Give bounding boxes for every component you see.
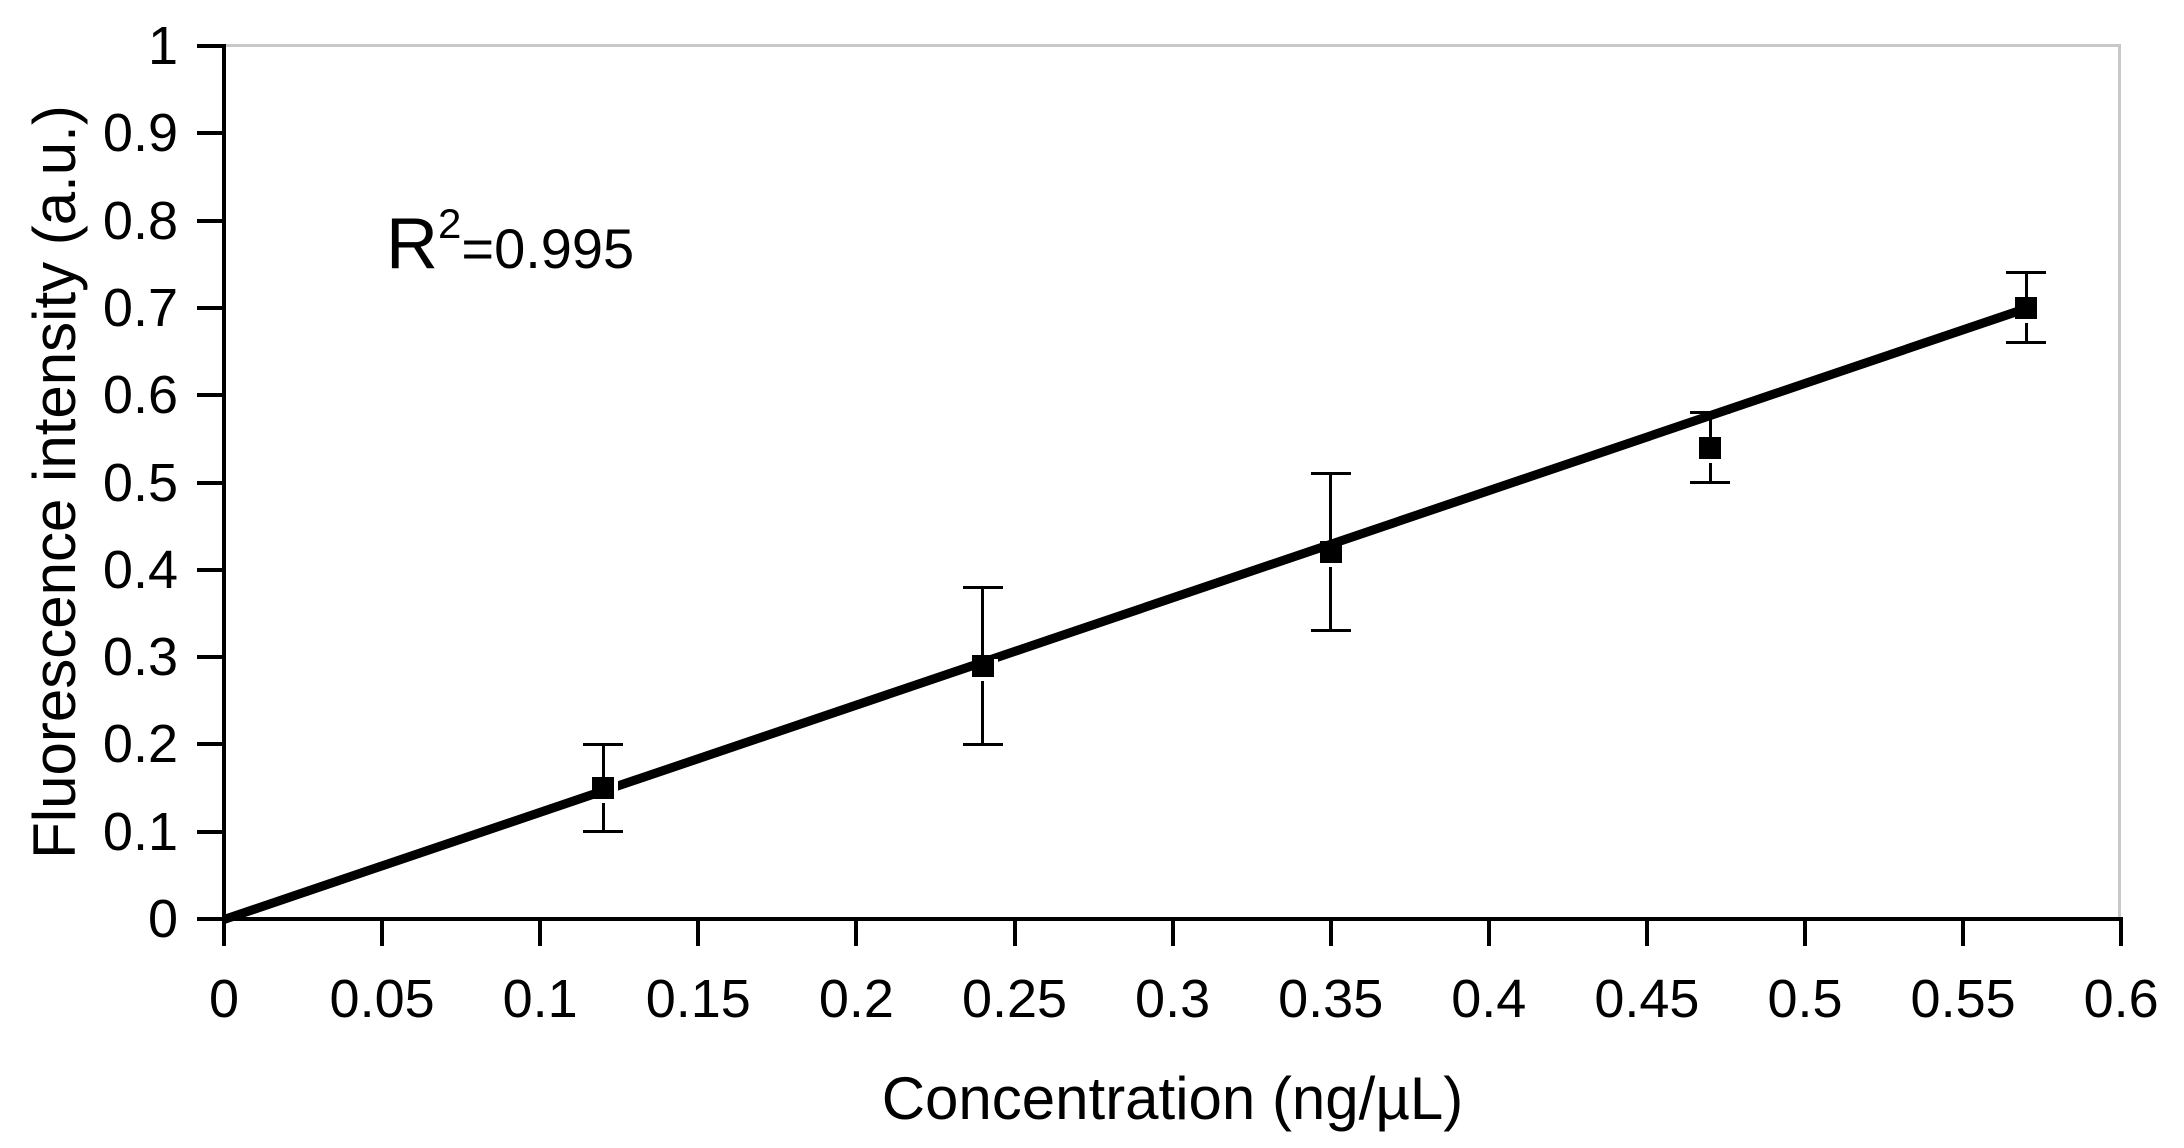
x-axis-title: Concentration (ng/µL) xyxy=(881,1065,1464,1132)
x-axis-tick-label: 0.15 xyxy=(645,969,751,1029)
y-axis-tick-label: 0.2 xyxy=(102,714,178,775)
data-point-marker xyxy=(592,777,615,800)
x-axis-tick xyxy=(2119,919,2124,946)
x-axis-tick-label: 0.6 xyxy=(2083,969,2159,1029)
y-axis-tick-label: 1 xyxy=(147,16,178,76)
r-squared-superscript: 2 xyxy=(438,200,462,247)
y-axis-tick-label: 0.6 xyxy=(102,365,178,426)
y-axis-tick xyxy=(197,567,224,572)
y-axis-tick-label: 0.1 xyxy=(102,801,178,862)
data-point-marker xyxy=(1319,541,1342,564)
x-axis-tick xyxy=(1644,919,1649,946)
x-axis-tick-label: 0.25 xyxy=(961,969,1068,1029)
data-point-marker xyxy=(1699,436,1722,459)
linear-fit-line xyxy=(222,303,2028,924)
x-axis-tick xyxy=(1328,919,1333,946)
y-axis-tick-label: 0.7 xyxy=(102,277,178,338)
y-axis-tick xyxy=(197,131,224,136)
data-point-marker xyxy=(2015,296,2038,319)
r-squared-value: =0.995 xyxy=(461,217,635,280)
y-axis-tick xyxy=(197,917,224,921)
error-bar-cap-top xyxy=(1310,472,1351,476)
x-axis-tick xyxy=(222,919,226,946)
y-axis-line xyxy=(222,44,226,920)
error-bar-cap-bottom xyxy=(1690,481,1731,484)
error-bar-cap-bottom xyxy=(962,742,1003,746)
y-axis-tick-label: 0.8 xyxy=(102,190,178,251)
x-axis-tick-label: 0.05 xyxy=(329,969,435,1029)
error-bar-cap-bottom xyxy=(2006,341,2047,345)
x-axis-tick-label: 0.4 xyxy=(1451,969,1527,1029)
x-axis-tick-label: 0.45 xyxy=(1594,969,1700,1029)
x-axis-tick-label: 0.1 xyxy=(502,969,578,1029)
x-axis-tick xyxy=(1170,919,1175,946)
x-axis-tick xyxy=(1961,919,1966,946)
y-axis-tick xyxy=(197,393,224,398)
r-squared-base: R xyxy=(386,204,438,284)
x-axis-tick xyxy=(854,919,859,946)
data-point-marker xyxy=(971,654,994,677)
error-bar-cap-top xyxy=(962,585,1003,589)
x-axis-tick-label: 0.3 xyxy=(1135,969,1211,1029)
y-axis-tick-label: 0.3 xyxy=(102,627,178,688)
y-axis-tick-label: 0.4 xyxy=(102,539,178,600)
y-axis-tick xyxy=(197,305,224,310)
plot-border-top xyxy=(224,44,2121,47)
y-axis-tick xyxy=(197,44,224,48)
y-axis-tick-label: 0.9 xyxy=(102,103,178,164)
plot-border-right xyxy=(2118,46,2121,919)
x-axis-tick-label: 0.35 xyxy=(1278,969,1384,1029)
error-bar-cap-top xyxy=(583,742,624,746)
x-axis-tick xyxy=(696,919,701,946)
y-axis-tick xyxy=(197,742,224,747)
x-axis-tick-label: 0.2 xyxy=(818,969,894,1029)
y-axis-tick xyxy=(197,218,224,223)
x-axis-tick xyxy=(1012,919,1017,946)
y-axis-tick xyxy=(197,480,224,485)
y-axis-title: Fluorescence intensity (a.u.) xyxy=(21,105,88,859)
x-axis-tick xyxy=(1486,919,1491,946)
error-bar-cap-bottom xyxy=(1310,629,1351,633)
y-axis-tick-label: 0 xyxy=(147,889,178,949)
error-bar-cap-top xyxy=(2006,271,2047,275)
error-bar-cap-bottom xyxy=(583,830,624,834)
x-axis-tick-label: 0 xyxy=(208,969,240,1029)
x-axis-tick xyxy=(1803,919,1807,946)
x-axis-tick xyxy=(538,919,543,946)
y-axis-tick xyxy=(197,655,224,660)
y-axis-tick xyxy=(197,829,224,834)
r-squared-annotation: R2=0.995 xyxy=(386,200,635,281)
y-axis-tick-label: 0.5 xyxy=(102,452,178,513)
x-axis-tick-label: 0.55 xyxy=(1910,969,2016,1029)
x-axis-tick-label: 0.5 xyxy=(1767,969,1843,1029)
x-axis-tick xyxy=(380,919,385,946)
